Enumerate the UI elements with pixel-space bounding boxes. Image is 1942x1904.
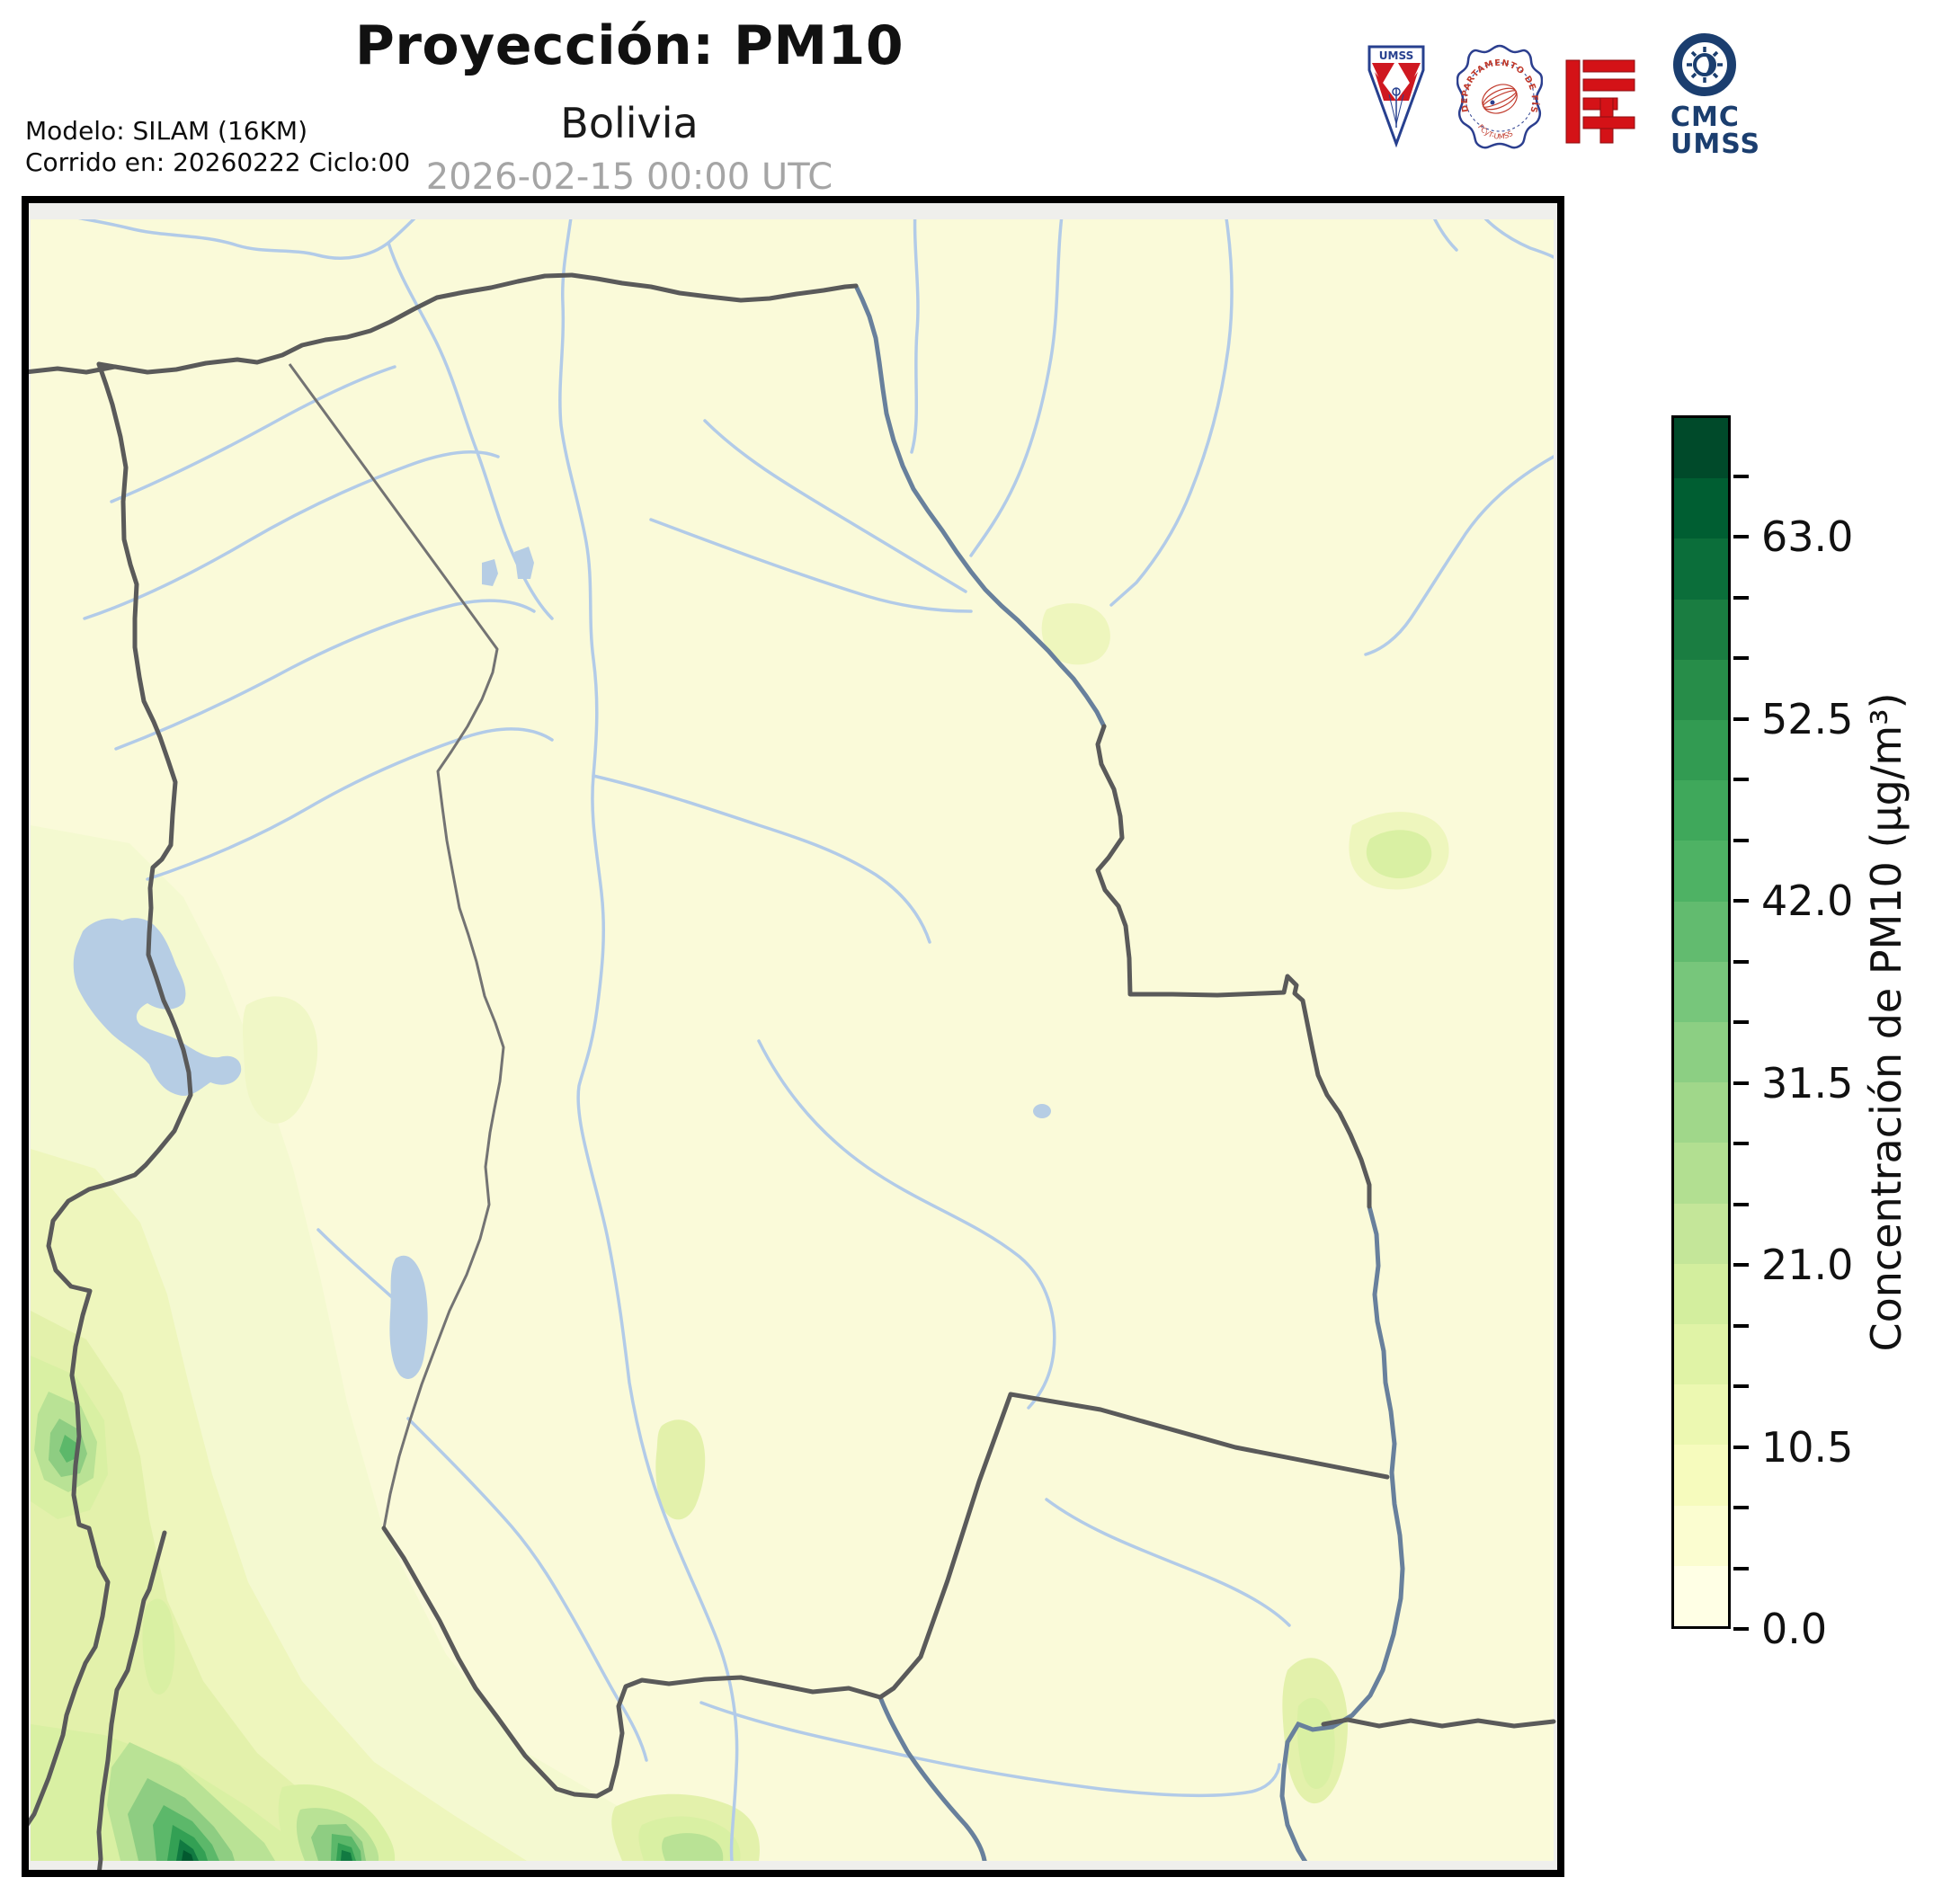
colorbar-tick-label: 52.5	[1761, 694, 1854, 743]
colorbar-tick-label: 10.5	[1761, 1422, 1854, 1472]
model-info: Modelo: SILAM (16KM) Corrido en: 2026022…	[25, 115, 410, 178]
colorbar-segment	[1674, 538, 1728, 600]
colorbar-segment	[1674, 841, 1728, 902]
colorbar-tick	[1733, 1081, 1749, 1085]
colorbar-segment	[1674, 961, 1728, 1023]
colorbar-segment	[1674, 1022, 1728, 1083]
paraguay-border	[877, 1392, 1390, 1700]
pilcomayo-river	[877, 1695, 987, 1861]
model-line: Modelo: SILAM (16KM)	[25, 116, 308, 146]
colorbar-segment	[1674, 478, 1728, 539]
run-line: Corrido en: 20260222 Ciclo:00	[25, 147, 411, 177]
argentina-border	[381, 1526, 883, 1799]
colorbar-tick	[1733, 535, 1749, 538]
colorbar-tick	[1733, 1384, 1749, 1388]
colorbar-tick	[1733, 1323, 1749, 1328]
colorbar-segment	[1674, 659, 1728, 721]
colorbar-segment	[1674, 1082, 1728, 1143]
lake-poopo	[389, 1255, 428, 1379]
page-subtitle: Bolivia	[560, 99, 699, 147]
colorbar-tick	[1733, 1506, 1749, 1509]
colorbar-segment	[1674, 901, 1728, 962]
colorbar-segment	[1674, 1203, 1728, 1264]
colorbar-tick	[1733, 1020, 1749, 1024]
lake-titicaca	[73, 918, 242, 1096]
lakes-group	[73, 547, 1051, 1379]
colorbar-tick	[1733, 474, 1749, 478]
northwest-diagonal	[96, 361, 118, 369]
pennant-text: UMSS	[1379, 49, 1413, 62]
colorbar-segment	[1674, 599, 1728, 660]
colorbar-tick	[1733, 656, 1749, 660]
colorbar-tick	[1733, 1627, 1749, 1631]
colorbar-segment	[1674, 1324, 1728, 1385]
seal-scalloped-ring	[1456, 44, 1543, 149]
colorbar-tick	[1733, 959, 1749, 964]
colorbar-tick	[1733, 778, 1749, 781]
map-canvas	[22, 196, 1564, 1877]
colorbar-segment	[1674, 1445, 1728, 1506]
colorbar-tick	[1733, 1566, 1749, 1570]
colorbar-axis-label: Concentración de PM10 (µg/m³)	[1862, 692, 1911, 1352]
slate-rivers-group	[853, 283, 1405, 1861]
fcyt-red-logo	[1565, 59, 1635, 144]
colorbar-tick	[1733, 716, 1749, 721]
bolivia-border	[22, 272, 1556, 1877]
colorbar-segment	[1674, 780, 1728, 841]
colorbar-tick	[1733, 838, 1749, 842]
colorbar-segment	[1674, 1505, 1728, 1566]
department-borders	[288, 363, 505, 1529]
cmc-rays	[1687, 47, 1723, 83]
paraguay-river	[1279, 1204, 1405, 1861]
colorbar-segment	[1674, 1565, 1728, 1627]
cmc-ring	[1673, 33, 1736, 96]
colorbar-segment	[1674, 1384, 1728, 1446]
colorbar-tick-label: 42.0	[1761, 876, 1854, 925]
cmc-umss-logo	[1673, 33, 1736, 96]
cmc-logo-text: CMC UMSS	[1670, 102, 1761, 160]
paraguay-argentina-border	[1321, 1717, 1556, 1729]
brazil-border-river	[853, 283, 1107, 729]
colorbar-tick	[1733, 1445, 1749, 1449]
colorbar-tick	[1733, 1142, 1749, 1145]
colorbar-tick-label: 21.0	[1761, 1241, 1854, 1289]
colorbar-segment	[1674, 720, 1728, 781]
rivers-group	[77, 219, 1554, 1861]
page-title: Proyección: PM10	[354, 14, 904, 77]
north-border	[22, 272, 859, 375]
colorbar-tick-label: 0.0	[1761, 1605, 1828, 1653]
pm10-contours	[31, 603, 1449, 1861]
colorbar-tick	[1733, 899, 1749, 903]
fisica-seal-logo: DEPARTAMENTO DE FÍSICA FCyT-UMSS	[1456, 43, 1543, 149]
colorbar-gradient	[1671, 415, 1731, 1629]
forecast-datetime: 2026-02-15 00:00 UTC	[425, 156, 833, 198]
colorbar-segment	[1674, 1263, 1728, 1325]
chile-argentina-border	[96, 1530, 167, 1877]
colorbar-segment	[1674, 418, 1728, 479]
colorbar-segment	[1674, 1143, 1728, 1204]
colorbar-tick-label: 31.5	[1761, 1058, 1854, 1108]
colorbar-tick-label: 63.0	[1761, 512, 1854, 561]
cmc-crescent	[1705, 55, 1715, 75]
colorbar-tick	[1733, 595, 1749, 600]
umss-pennant-logo: UMSS	[1367, 45, 1425, 147]
colorbar-tick	[1733, 1263, 1749, 1267]
east-border	[1095, 724, 1372, 1209]
peru-chile-border	[24, 361, 193, 1828]
colorbar-tick	[1733, 1202, 1749, 1206]
